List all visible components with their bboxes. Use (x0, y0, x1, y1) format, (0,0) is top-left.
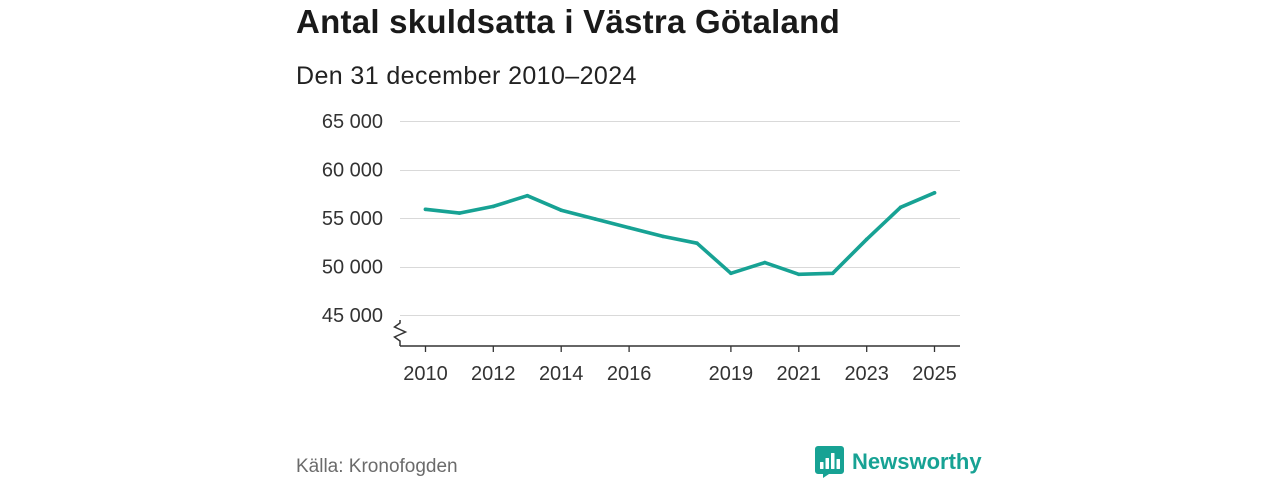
data-point-2018 (695, 241, 699, 245)
data-point-2020 (763, 260, 767, 265)
data-point-2023 (864, 237, 869, 242)
y-tick-label: 45 000 (322, 305, 383, 327)
x-tick-label: 2014 (539, 363, 584, 385)
logo-bubble-shape (815, 446, 844, 478)
series-line (423, 191, 937, 277)
data-point-2017 (661, 234, 665, 239)
data-point-2016 (627, 225, 631, 230)
y-tick-label: 55 000 (322, 208, 383, 230)
x-tick-label: 2021 (777, 363, 822, 385)
newsworthy-logo-text: Newsworthy (852, 449, 982, 474)
data-point-2025 (932, 191, 937, 195)
x-tick-label: 2023 (844, 363, 889, 385)
data-point-2024 (898, 205, 903, 210)
y-axis-break-symbol (393, 320, 408, 346)
x-tick-label: 2025 (912, 363, 957, 385)
data-point-2013 (525, 193, 530, 198)
y-tick-label: 65 000 (322, 111, 383, 133)
chart-subtitle: Den 31 december 2010–2024 (296, 62, 637, 90)
data-point-2010 (423, 207, 428, 212)
logo-bar (820, 462, 824, 469)
data-point-2021 (797, 272, 801, 277)
y-tick-label: 60 000 (322, 160, 383, 182)
data-point-2015 (593, 217, 597, 221)
gridlines (400, 121, 960, 316)
x-axis: 2010 2012 2014 2016 2019 2021 2023 2025 (400, 345, 960, 385)
x-tick-label: 2010 (403, 363, 448, 385)
series (423, 191, 937, 277)
logo-bar (831, 453, 835, 469)
logo-bar (836, 459, 840, 469)
chart-title: Antal skuldsatta i Västra Götaland (296, 3, 840, 40)
data-point-2014 (559, 208, 563, 212)
data-point-2011 (457, 211, 462, 215)
logo-bar (825, 458, 829, 469)
source-note: Källa: Kronofogden (296, 456, 458, 477)
y-axis: 45 000 50 000 55 000 60 000 65 000 (322, 111, 408, 346)
data-point-2022 (830, 271, 835, 276)
newsworthy-logo: Newsworthy (815, 446, 982, 478)
data-point-2012 (491, 204, 496, 209)
x-tick-label: 2019 (709, 363, 754, 385)
x-tick-label: 2016 (607, 363, 652, 385)
bar-chart-bubble-icon (815, 446, 844, 478)
x-tick-label: 2012 (471, 363, 516, 385)
y-tick-label: 50 000 (322, 257, 383, 279)
data-point-2019 (729, 271, 733, 276)
